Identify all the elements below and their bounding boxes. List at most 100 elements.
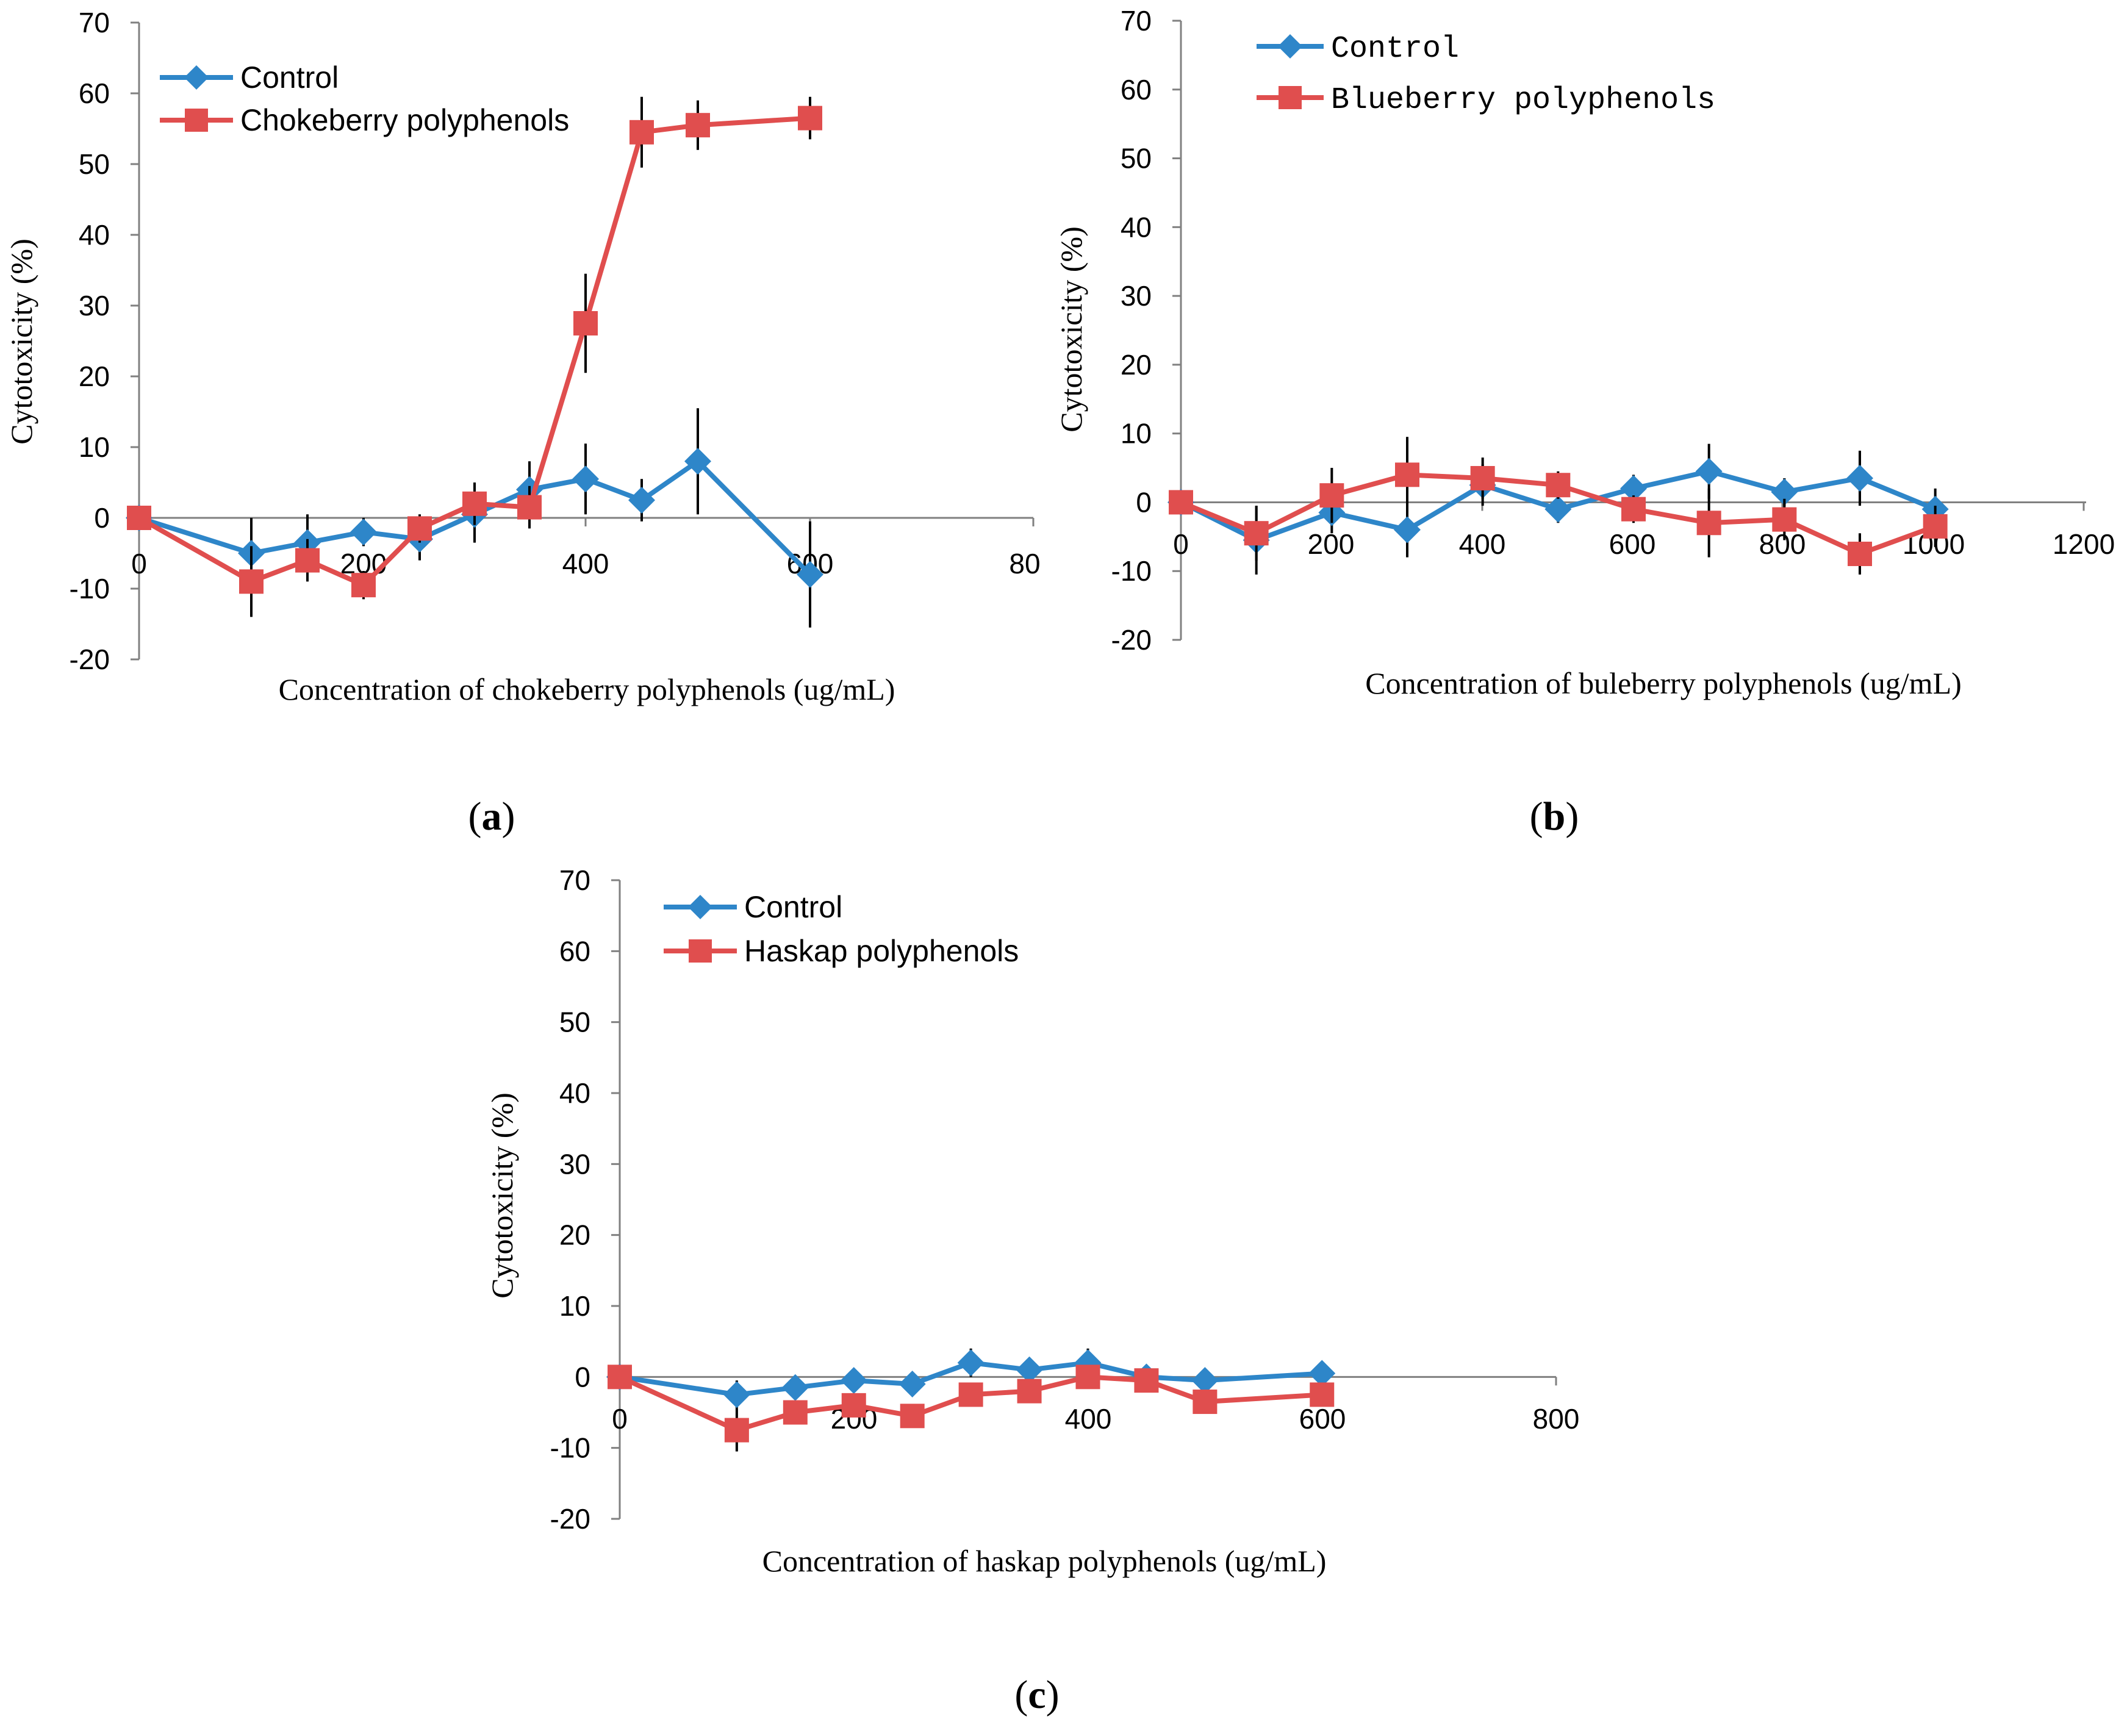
data-point-square (629, 120, 654, 145)
data-point-diamond (1695, 457, 1723, 485)
legend-marker-diamond (184, 65, 209, 90)
x-tick-label: 0 (131, 548, 147, 579)
data-point-square (573, 311, 598, 335)
series-control (1168, 443, 1949, 575)
y-tick-label: 40 (1121, 211, 1152, 243)
y-tick-label: -20 (70, 644, 110, 675)
legend-marker-diamond (688, 895, 712, 919)
y-tick-label: 20 (79, 360, 110, 392)
data-point-square (1923, 514, 1948, 539)
y-tick-label: 30 (559, 1148, 590, 1180)
y-tick-label: 60 (1121, 74, 1152, 106)
x-tick-label: 400 (1065, 1403, 1112, 1435)
y-tick-label: 30 (1121, 280, 1152, 312)
y-tick-label: 40 (559, 1077, 590, 1109)
data-point-diamond (797, 561, 823, 588)
series-haskap-polyphenols (608, 1365, 1335, 1452)
data-point-square (407, 516, 432, 541)
y-axis-title: Cytotoxicity (%) (1054, 226, 1088, 432)
data-point-diamond (1016, 1356, 1043, 1383)
data-point-diamond (628, 487, 655, 514)
data-point-square (958, 1382, 983, 1407)
legend-label: Control (744, 890, 842, 924)
x-tick-label: 400 (1459, 528, 1506, 560)
data-point-square (1319, 483, 1344, 508)
data-point-square (608, 1365, 632, 1390)
x-tick-label: 0 (612, 1403, 628, 1435)
panel-label: (c) (1014, 1673, 1059, 1717)
y-tick-label: 0 (1136, 486, 1152, 518)
y-tick-label: 0 (94, 502, 110, 534)
x-tick-label: 600 (1299, 1403, 1346, 1435)
legend: Control Haskap polyphenols (664, 890, 1019, 968)
data-point-square (1134, 1368, 1159, 1393)
data-point-square (1772, 507, 1797, 532)
legend-label: Blueberry polyphenols (1331, 83, 1715, 118)
series-chokeberry-polyphenols (127, 96, 822, 617)
data-point-diamond (1191, 1367, 1219, 1394)
data-point-diamond (1394, 516, 1421, 543)
data-point-square (1017, 1379, 1042, 1404)
data-point-square (1696, 511, 1721, 536)
data-point-diamond (723, 1381, 750, 1408)
data-point-square (783, 1400, 808, 1425)
panel-label: (b) (1530, 794, 1579, 839)
data-point-square (127, 506, 151, 530)
legend: Control Blueberry polyphenols (1257, 32, 1715, 118)
y-tick-label: -20 (550, 1503, 590, 1535)
data-point-square (1193, 1390, 1218, 1415)
x-tick-label: 1200 (2053, 528, 2115, 560)
panel-letter: c (1028, 1673, 1046, 1717)
data-point-diamond (781, 1374, 809, 1401)
data-point-square (517, 495, 542, 520)
y-tick-label: 40 (79, 219, 110, 251)
y-tick-label: -20 (1111, 624, 1152, 656)
data-point-diamond (957, 1349, 985, 1377)
data-point-diamond (840, 1367, 867, 1394)
y-tick-label: 0 (575, 1361, 590, 1393)
y-tick-label: 30 (79, 290, 110, 321)
legend-marker-square (185, 109, 208, 132)
data-point-diamond (684, 448, 711, 475)
data-point-square (841, 1393, 866, 1418)
legend-label: Haskap polyphenols (744, 934, 1019, 968)
legend-label: Control (1331, 32, 1459, 66)
y-tick-label: 50 (79, 148, 110, 180)
x-tick-label: 200 (1308, 528, 1355, 560)
x-axis-title: Concentration of haskap polyphenols (ug/… (762, 1544, 1327, 1578)
x-axis-title: Concentration of buleberry polyphenols (… (1365, 666, 1962, 700)
chart-panel-a: 706050403020100-10-20020040060080Cytotox… (4, 7, 1041, 839)
y-axis-title: Cytotoxicity (%) (485, 1092, 519, 1298)
y-tick-label: 10 (1121, 418, 1152, 450)
y-tick-label: -10 (550, 1432, 590, 1464)
data-point-square (239, 569, 264, 594)
y-tick-label: 70 (1121, 5, 1152, 37)
x-tick-label: 800 (1533, 1403, 1580, 1435)
x-axis-title: Concentration of chokeberry polyphenols … (279, 672, 895, 706)
y-tick-label: -10 (1111, 555, 1152, 587)
y-tick-label: 50 (1121, 143, 1152, 174)
y-tick-label: 70 (559, 864, 590, 896)
data-point-square (724, 1418, 749, 1443)
data-point-square (900, 1404, 925, 1429)
data-point-square (1169, 490, 1193, 515)
data-point-square (295, 548, 320, 573)
data-point-square (462, 491, 487, 516)
data-point-square (686, 113, 710, 138)
y-tick-label: 20 (1121, 349, 1152, 381)
panel-letter: a (482, 794, 502, 839)
y-tick-label: 60 (79, 77, 110, 109)
legend: Control Chokeberry polyphenols (160, 60, 569, 137)
legend-label: Control (240, 60, 339, 95)
data-point-diamond (350, 518, 377, 546)
y-tick-label: 10 (559, 1290, 590, 1322)
x-tick-label: 800 (1759, 528, 1806, 560)
data-point-square (1621, 497, 1646, 522)
y-tick-label: 10 (79, 431, 110, 463)
data-point-diamond (1620, 475, 1647, 502)
x-tick-label: 80 (1009, 548, 1040, 579)
data-point-diamond (1846, 464, 1873, 492)
